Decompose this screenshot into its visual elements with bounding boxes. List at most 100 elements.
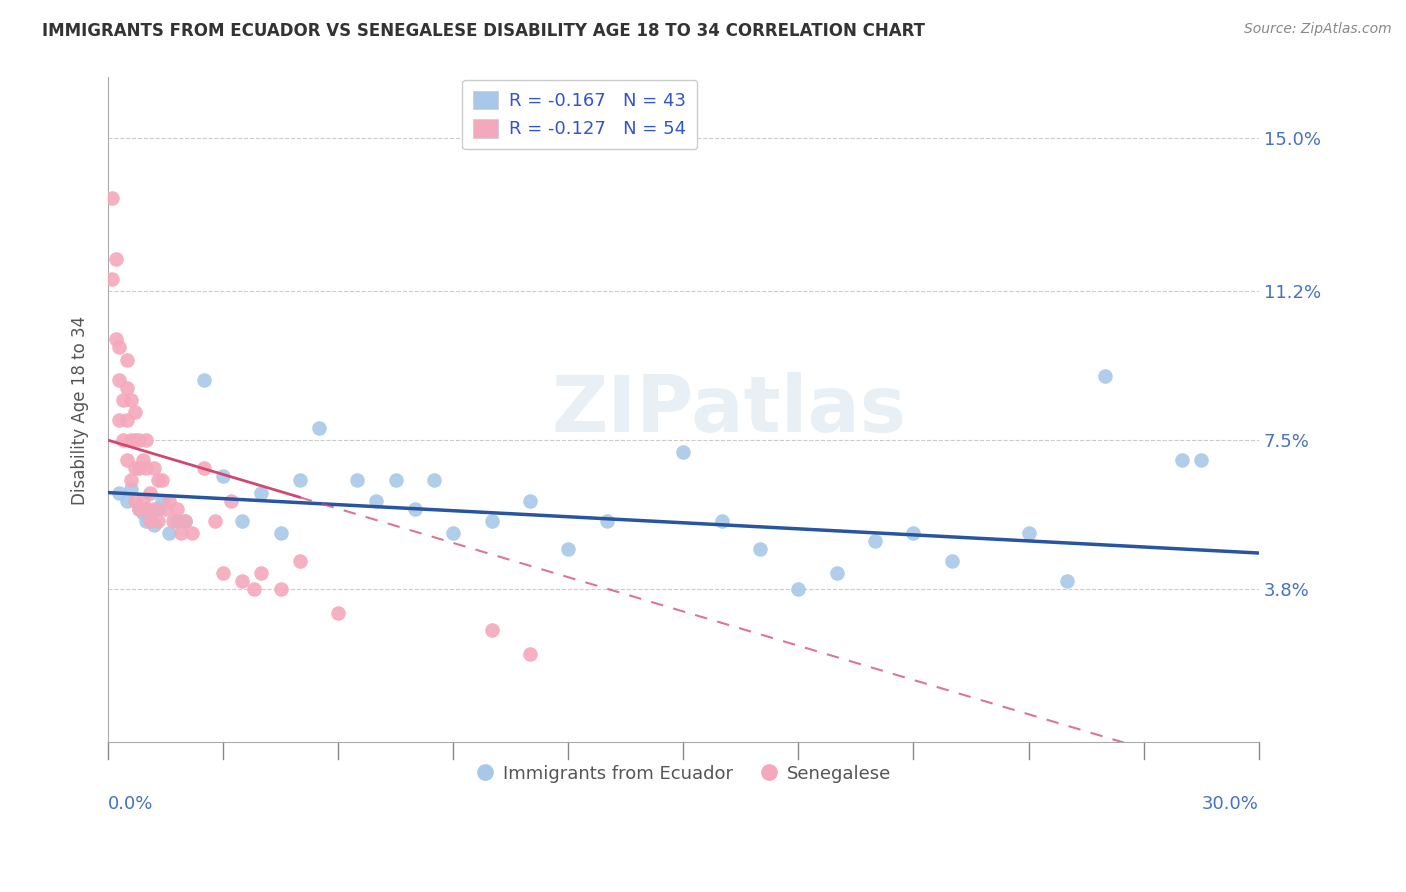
Text: IMMIGRANTS FROM ECUADOR VS SENEGALESE DISABILITY AGE 18 TO 34 CORRELATION CHART: IMMIGRANTS FROM ECUADOR VS SENEGALESE DI… (42, 22, 925, 40)
Point (135, 433, 157, 447)
Y-axis label: Disability Age 18 to 34: Disability Age 18 to 34 (72, 316, 89, 505)
Point (131, 506, 153, 520)
Point (231, 514, 253, 528)
Point (270, 525, 292, 540)
Point (108, 341, 131, 355)
Point (135, 461, 157, 475)
Point (270, 582, 292, 597)
Point (441, 525, 464, 540)
Point (146, 501, 169, 516)
Point (404, 501, 426, 516)
Point (128, 501, 150, 516)
Point (193, 461, 215, 475)
Point (173, 514, 195, 528)
Point (903, 525, 925, 540)
Point (519, 647, 541, 661)
Point (242, 582, 264, 597)
Point (595, 514, 617, 528)
Point (1171, 453, 1194, 467)
Point (135, 501, 157, 516)
Point (124, 433, 146, 447)
Point (115, 453, 138, 467)
Point (193, 373, 215, 387)
Point (143, 501, 166, 516)
Point (104, 252, 127, 266)
Point (481, 514, 503, 528)
Point (139, 485, 162, 500)
Point (120, 474, 142, 488)
Point (120, 482, 142, 496)
Point (250, 566, 273, 581)
Point (212, 566, 235, 581)
Point (557, 541, 579, 556)
Point (101, 272, 124, 286)
Point (120, 392, 142, 407)
Point (941, 554, 963, 568)
Point (155, 501, 177, 516)
Point (212, 469, 235, 483)
Point (787, 582, 810, 597)
Point (115, 493, 138, 508)
Point (120, 433, 142, 447)
Point (173, 514, 195, 528)
Point (710, 514, 733, 528)
Point (1018, 525, 1040, 540)
Point (1094, 368, 1116, 383)
Point (166, 501, 188, 516)
Point (135, 514, 157, 528)
Point (108, 413, 131, 427)
Point (166, 514, 188, 528)
Point (128, 433, 150, 447)
Point (124, 461, 146, 475)
Point (128, 501, 150, 516)
Point (481, 623, 503, 637)
Point (181, 525, 204, 540)
Point (231, 574, 253, 589)
Point (150, 493, 173, 508)
Point (101, 191, 124, 205)
Point (139, 506, 162, 520)
Point (112, 433, 135, 447)
Point (672, 445, 695, 459)
Point (128, 461, 150, 475)
Point (124, 493, 146, 508)
Point (104, 333, 127, 347)
Point (1189, 453, 1212, 467)
Point (146, 514, 169, 528)
Point (384, 474, 406, 488)
Point (143, 461, 166, 475)
Point (108, 373, 131, 387)
Point (108, 485, 131, 500)
Point (749, 541, 772, 556)
Point (115, 413, 138, 427)
Text: ZIPatlas: ZIPatlas (553, 372, 907, 448)
Point (131, 453, 153, 467)
Point (115, 381, 138, 395)
Point (326, 607, 349, 621)
Point (288, 474, 311, 488)
Point (519, 493, 541, 508)
Point (162, 514, 184, 528)
Point (308, 421, 330, 435)
Point (143, 517, 166, 532)
Point (825, 566, 848, 581)
Point (863, 533, 886, 548)
Point (115, 352, 138, 367)
Text: 30.0%: 30.0% (1202, 795, 1258, 813)
Point (157, 525, 180, 540)
Point (150, 474, 173, 488)
Point (146, 474, 169, 488)
Point (139, 514, 162, 528)
Point (366, 493, 388, 508)
Point (1056, 574, 1078, 589)
Point (124, 405, 146, 419)
Point (204, 514, 226, 528)
Point (157, 493, 180, 508)
Point (219, 493, 242, 508)
Legend: Immigrants from Ecuador, Senegalese: Immigrants from Ecuador, Senegalese (468, 757, 898, 790)
Point (112, 392, 135, 407)
Point (423, 474, 446, 488)
Point (250, 485, 273, 500)
Text: 0.0%: 0.0% (108, 795, 153, 813)
Point (131, 493, 153, 508)
